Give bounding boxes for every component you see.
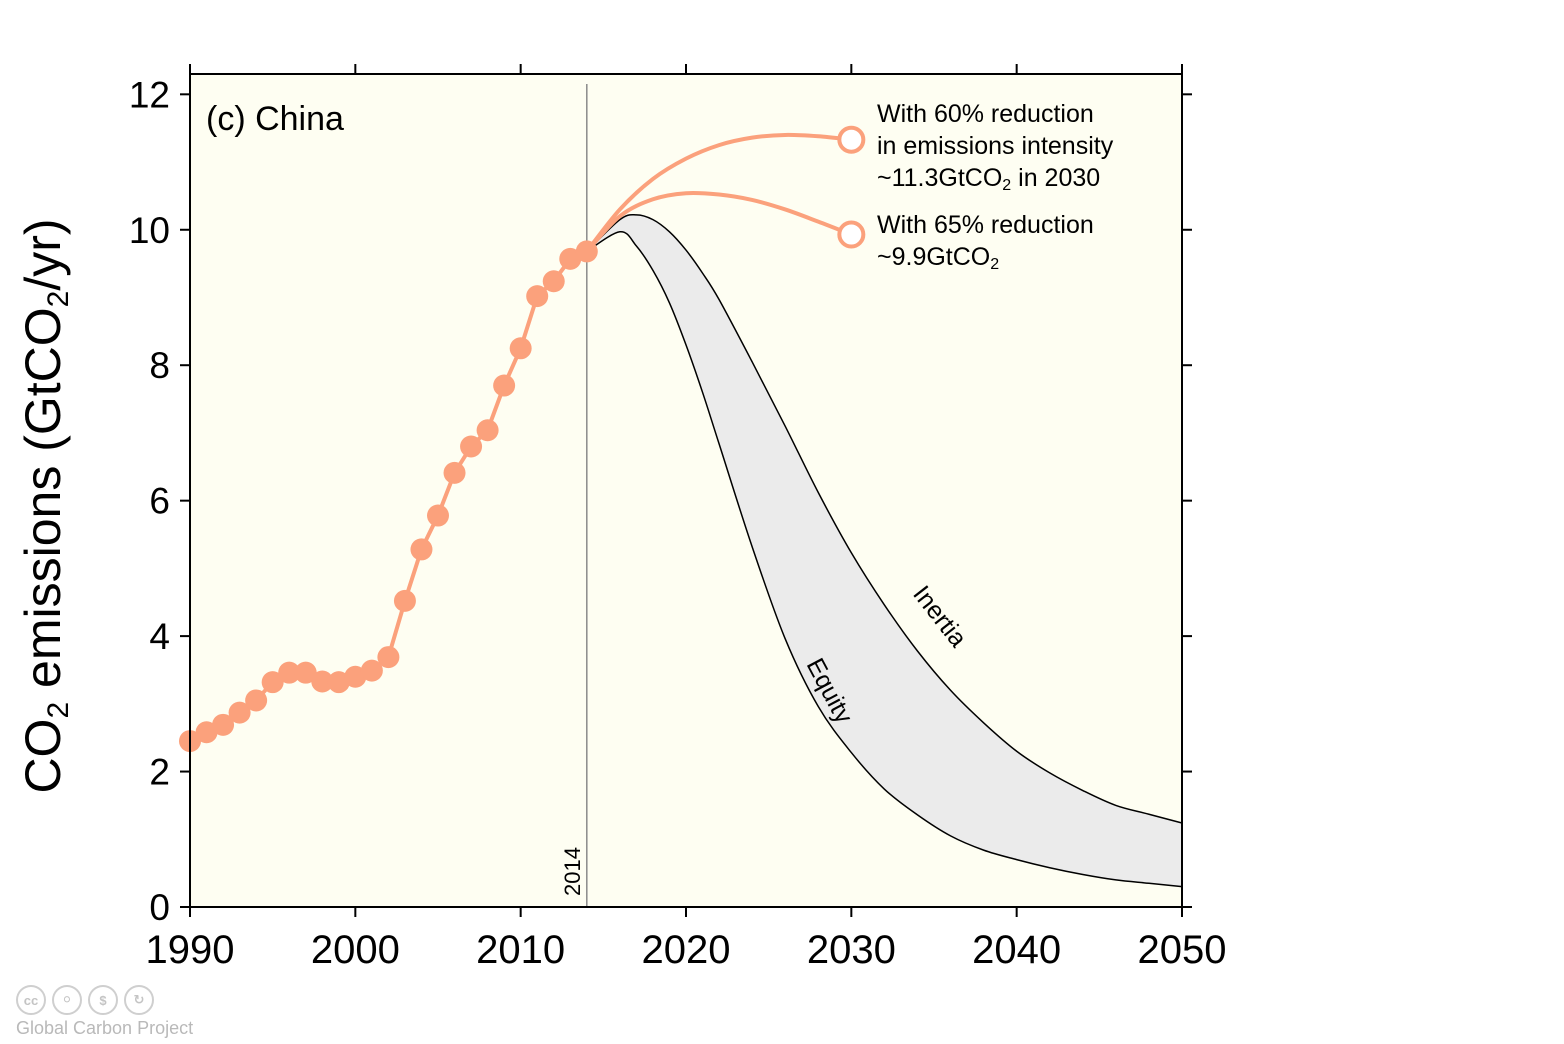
x-tick-label-2050: 2050 bbox=[1138, 928, 1227, 972]
historical-point-2009 bbox=[493, 374, 516, 397]
x-tick-label-2010: 2010 bbox=[476, 928, 565, 972]
x-tick-label-2020: 2020 bbox=[642, 928, 731, 972]
history-background bbox=[190, 74, 587, 907]
historical-point-1991 bbox=[195, 721, 218, 744]
x-tick-label-1990: 1990 bbox=[146, 928, 235, 972]
y-tick-label-6: 6 bbox=[149, 481, 170, 522]
historical-point-1996 bbox=[278, 661, 301, 684]
footer: cc ⚪ $ ↻ Global Carbon Project bbox=[16, 985, 193, 1039]
projection-65-endpoint bbox=[837, 220, 866, 249]
annotation-65-line2: ~9.9GtCO2 bbox=[877, 243, 999, 273]
historical-point-2011 bbox=[526, 285, 549, 308]
historical-point-2007 bbox=[460, 435, 483, 458]
projection-lines bbox=[585, 125, 866, 253]
historical-point-2005 bbox=[427, 504, 449, 527]
sa-icon: ↻ bbox=[124, 985, 154, 1015]
historical-point-2000 bbox=[344, 665, 367, 688]
band-fill bbox=[586, 214, 1182, 887]
historical-point-1999 bbox=[327, 671, 350, 694]
panel-label: (c) China bbox=[206, 100, 344, 138]
historical-point-1997 bbox=[294, 661, 317, 684]
historical-point-2006 bbox=[443, 461, 466, 484]
y-tick-label-4: 4 bbox=[149, 616, 170, 657]
y-tick-label-2: 2 bbox=[149, 752, 170, 793]
historical-point-1994 bbox=[245, 689, 268, 712]
license-icons: cc ⚪ $ ↻ bbox=[16, 985, 193, 1015]
historical-point-2004 bbox=[410, 538, 433, 561]
historical-point-2008 bbox=[476, 419, 499, 442]
credit-text: Global Carbon Project bbox=[16, 1018, 194, 1038]
cc-icon: cc bbox=[16, 985, 46, 1015]
annotation-60-line1: With 60% reduction bbox=[877, 100, 1094, 128]
historical-point-2001 bbox=[360, 659, 383, 682]
x-tick-label-2000: 2000 bbox=[311, 928, 400, 972]
historical-series bbox=[179, 240, 598, 753]
x-tick-label-2040: 2040 bbox=[972, 928, 1061, 972]
equity-line bbox=[586, 231, 1183, 888]
annotation-65-line1: With 65% reduction bbox=[877, 211, 1094, 239]
inertia-line bbox=[586, 213, 1183, 824]
historical-point-2013 bbox=[559, 247, 582, 270]
y-tick-label-10: 10 bbox=[129, 210, 170, 251]
historical-point-1993 bbox=[228, 701, 251, 724]
by-icon: ⚪ bbox=[52, 985, 82, 1015]
y-tick-label-0: 0 bbox=[149, 887, 170, 928]
historical-point-2014 bbox=[575, 240, 598, 263]
historical-point-1995 bbox=[261, 671, 284, 694]
y-tick-label-12: 12 bbox=[129, 74, 170, 115]
historical-point-1992 bbox=[212, 713, 235, 736]
x-tick-label-2030: 2030 bbox=[807, 928, 896, 972]
historical-point-2012 bbox=[542, 270, 565, 293]
projection-65-line bbox=[585, 190, 853, 253]
y-tick-label-8: 8 bbox=[149, 345, 170, 386]
projection-60-line bbox=[585, 132, 852, 253]
historical-point-2003 bbox=[393, 589, 416, 612]
annotation-60-line3: ~11.3GtCO2 in 2030 bbox=[877, 164, 1100, 194]
y-axis-label: CO2 emissions (GtCO2/yr) bbox=[15, 218, 75, 793]
historical-point-2010 bbox=[509, 337, 532, 360]
vline-label: 2014 bbox=[560, 847, 585, 896]
historical-point-1998 bbox=[311, 670, 334, 693]
historical-point-2002 bbox=[377, 646, 400, 669]
nc-icon: $ bbox=[88, 985, 118, 1015]
axes: 1990 2000 2010 2020 2030 2040 2050 0 2 4 6 8 10 12 bbox=[129, 64, 1227, 972]
plot-background bbox=[190, 74, 1182, 907]
projection-60-endpoint bbox=[837, 125, 866, 154]
annotation-60-line2: in emissions intensity bbox=[877, 132, 1114, 160]
